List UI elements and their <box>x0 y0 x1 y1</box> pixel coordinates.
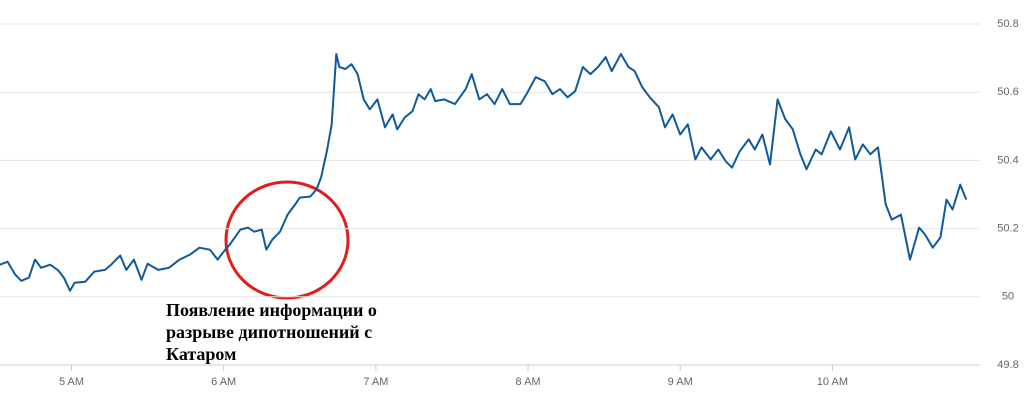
y-tick-label: 50.4 <box>997 154 1018 166</box>
highlight-circle <box>224 180 350 300</box>
y-tick-label: 50.2 <box>997 223 1018 235</box>
annotation: разрыве дипотношений с <box>166 322 372 342</box>
y-tick-label: 50.8 <box>997 18 1018 30</box>
y-tick-label: 49.8 <box>997 359 1018 371</box>
x-tick-label: 6 AM <box>211 376 236 388</box>
x-tick-label: 10 AM <box>817 376 848 388</box>
x-tick-label: 5 AM <box>59 376 84 388</box>
annotation: Появление информации о <box>166 300 377 320</box>
y-tick-label: 50.6 <box>997 86 1018 98</box>
x-tick-label: 9 AM <box>668 376 693 388</box>
annotation: Катаром <box>166 344 236 364</box>
y-tick-label: 50 <box>1002 291 1014 303</box>
price-line <box>0 53 968 292</box>
x-tick-label: 7 AM <box>363 376 388 388</box>
x-tick-label: 8 AM <box>516 376 541 388</box>
